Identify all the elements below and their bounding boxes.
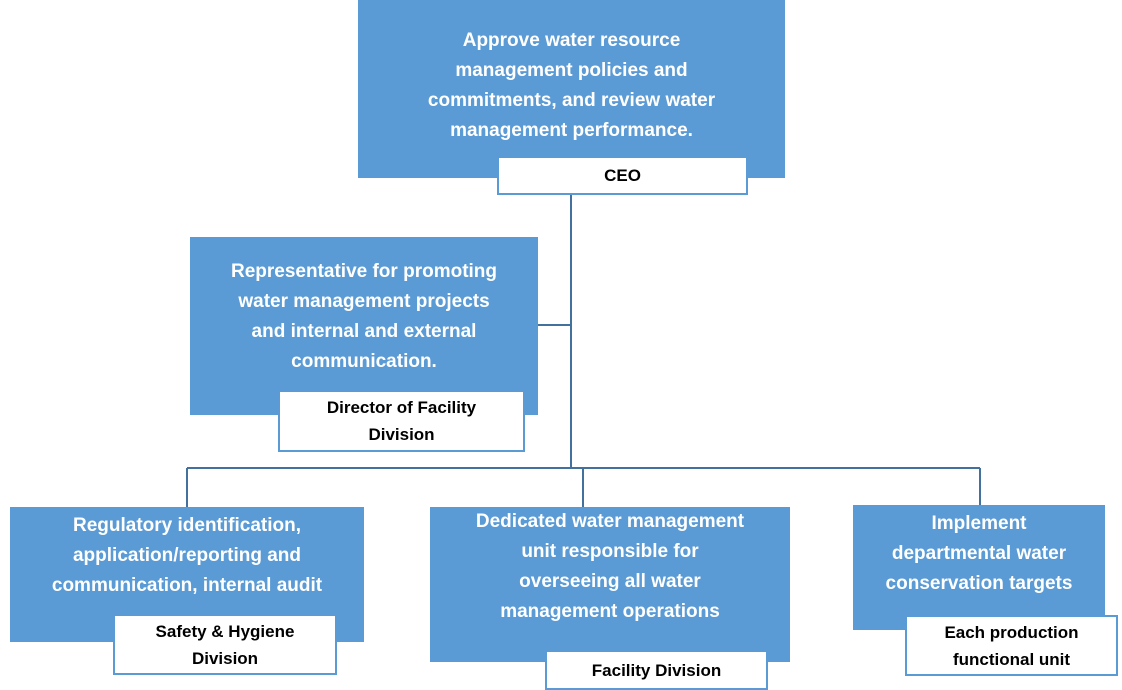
text-line: and internal and external	[251, 321, 477, 342]
role-box: Representative for promoting water manage…	[190, 237, 538, 415]
role-box: Dedicated water management unit responsib…	[430, 507, 790, 662]
text-line: CEO	[604, 166, 641, 185]
role-label: Facility Division	[545, 650, 768, 690]
text-line: Each production	[944, 622, 1079, 642]
text-line: Division	[191, 648, 259, 668]
text-line: Implement	[931, 513, 1027, 534]
role-box: Approve water resource management policie…	[358, 0, 785, 178]
role-label: Safety & Hygiene Division	[113, 614, 337, 675]
text-line: functional unit	[952, 649, 1071, 669]
text-line: Division	[368, 425, 435, 444]
text-line: management operations	[500, 601, 720, 622]
text-line: conservation targets	[885, 573, 1073, 594]
text-line: water management projects	[238, 291, 490, 312]
text-line: Facility Division	[591, 660, 722, 680]
role-label: CEO	[497, 156, 748, 195]
text-line: management policies and	[455, 60, 688, 81]
text-line: Representative for promoting	[230, 261, 498, 282]
text-line: commitments, and review water	[427, 90, 716, 111]
text-line: Regulatory identification,	[72, 515, 302, 536]
role-label: Each production functional unit	[905, 615, 1118, 676]
text-line: unit responsible for	[521, 541, 699, 562]
role-box: Implement departmental water conservation …	[853, 505, 1105, 630]
text-line: Director of Facility	[326, 398, 477, 417]
role-label: Director of Facility Division	[278, 390, 525, 452]
text-line: Approve water resource	[462, 30, 681, 51]
text-line: management performance.	[450, 120, 693, 141]
text-line: communication.	[291, 351, 437, 372]
text-line: Safety & Hygiene	[155, 621, 295, 641]
text-line: communication, internal audit	[51, 575, 323, 596]
text-line: Dedicated water management	[475, 511, 745, 532]
text-line: overseeing all water	[519, 571, 701, 592]
text-line: application/reporting and	[72, 545, 301, 566]
text-line: departmental water	[891, 543, 1067, 564]
